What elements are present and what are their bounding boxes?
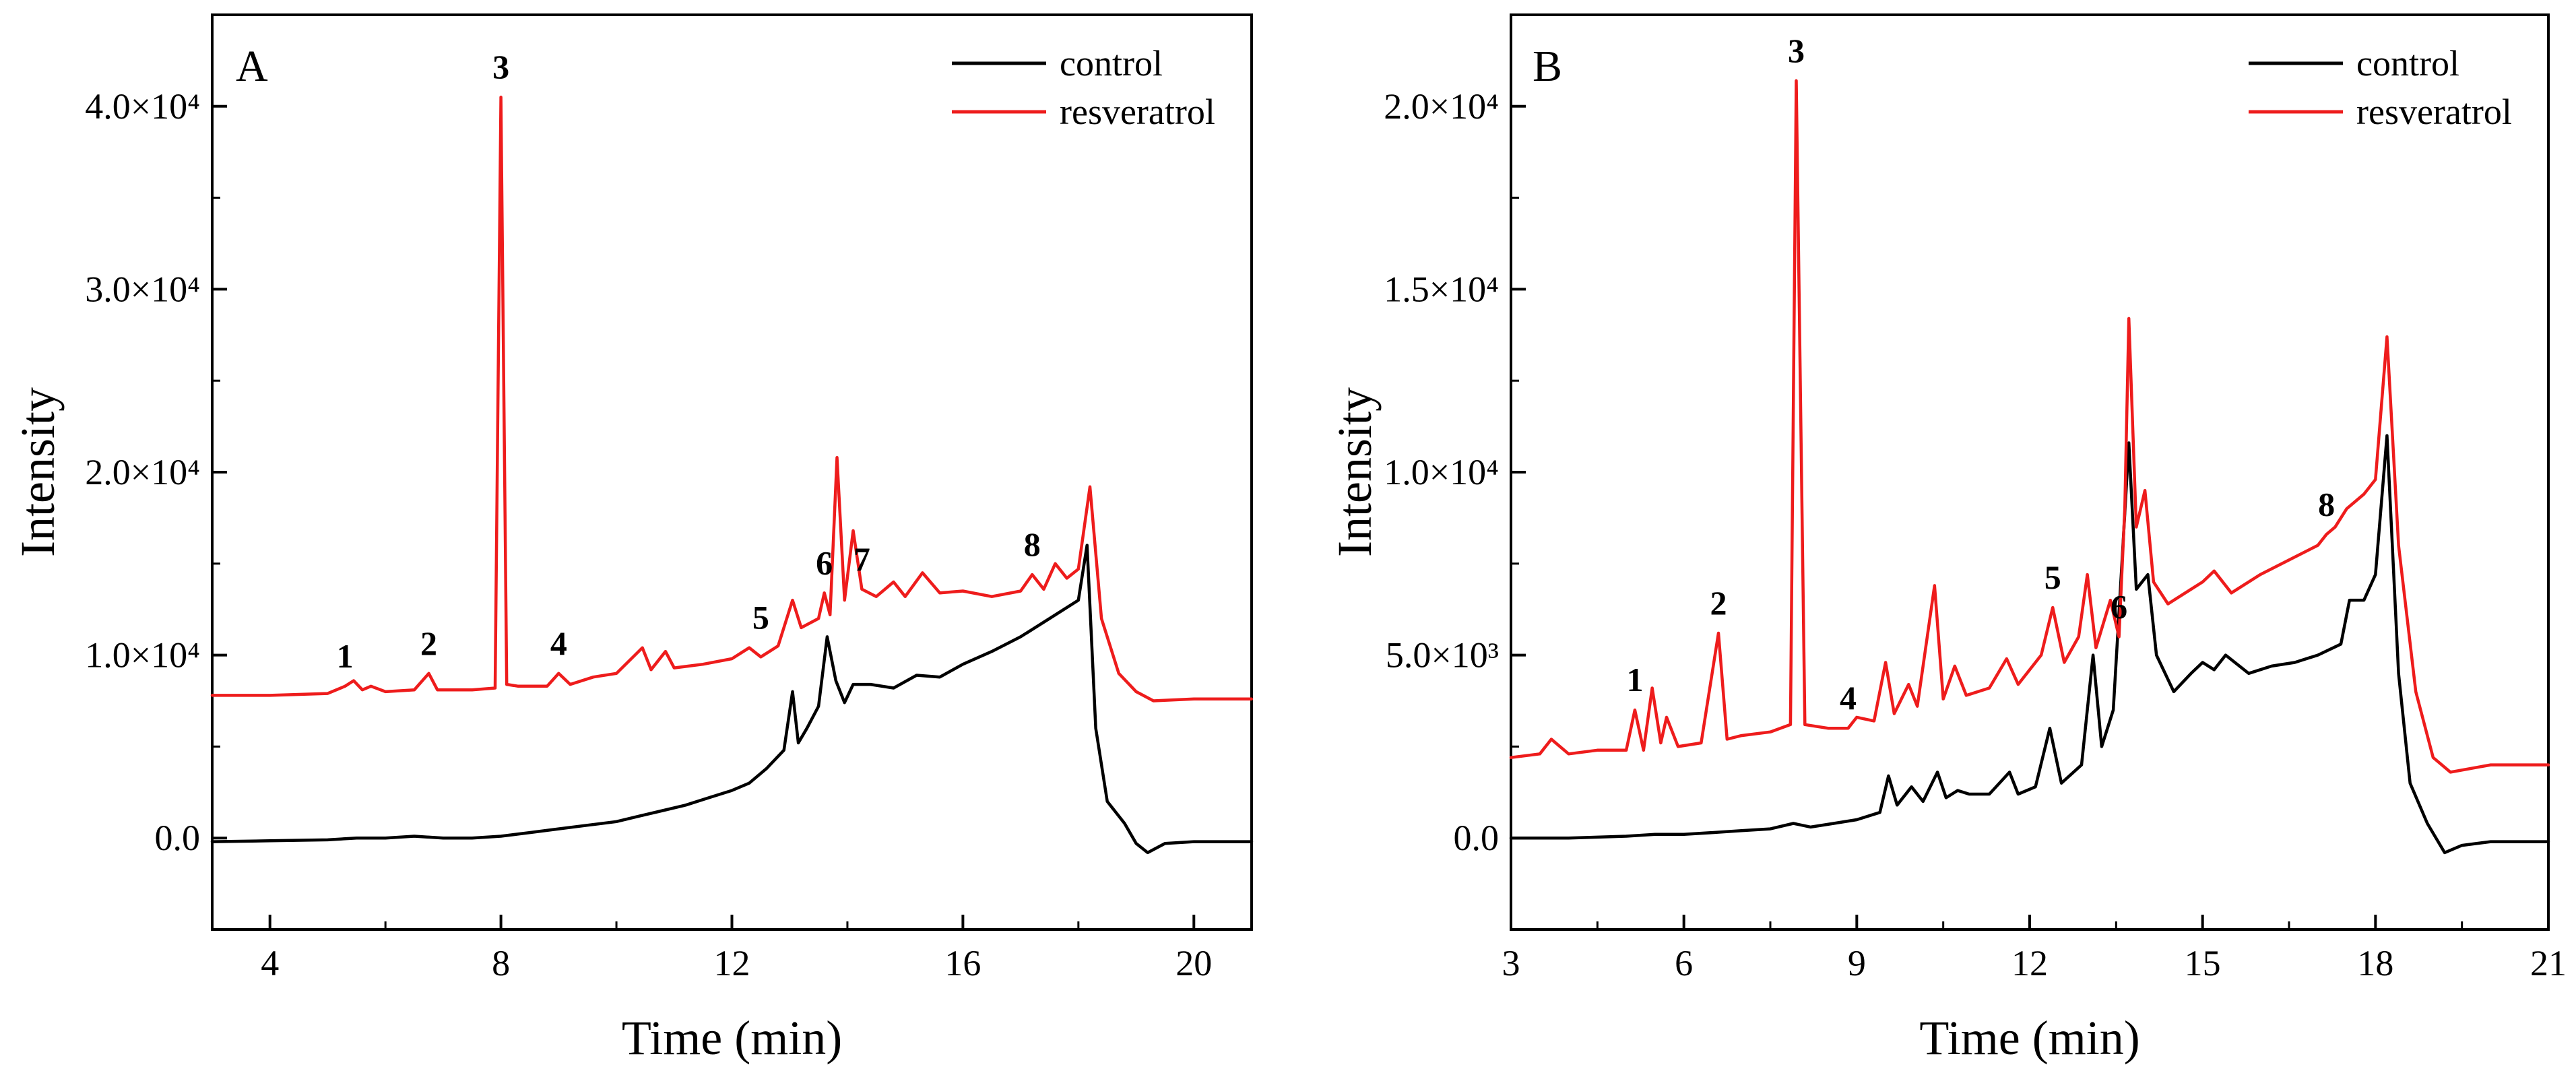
y-tick-label: 1.5×10⁴: [1384, 269, 1499, 309]
legend-label-control: control: [1060, 43, 1163, 84]
x-tick-label: 21: [2530, 943, 2567, 983]
plot-frame: [211, 13, 1253, 931]
panel-label: B: [1533, 42, 1562, 91]
y-tick-label: 0.0: [155, 818, 201, 858]
peak-label: 4: [550, 624, 567, 662]
y-tick-label: 2.0×10⁴: [1384, 86, 1499, 127]
peak-label: 5: [2044, 558, 2061, 596]
x-tick-label: 20: [1176, 943, 1212, 983]
y-tick-label: 2.0×10⁴: [85, 452, 200, 492]
y-tick-label: 1.0×10⁴: [1384, 452, 1499, 492]
peak-label: 3: [492, 48, 509, 86]
x-tick-label: 12: [714, 943, 750, 983]
x-axis-title: Time (min): [622, 1011, 842, 1065]
x-tick-label: 8: [492, 943, 510, 983]
peak-label: 4: [1840, 679, 1857, 717]
y-axis-title: Intensity: [11, 387, 65, 557]
legend-label-resveratrol: resveratrol: [2356, 92, 2512, 132]
y-tick-label: 1.0×10⁴: [85, 635, 200, 676]
peak-label: 1: [1626, 661, 1643, 698]
peak-label: 6: [816, 544, 833, 581]
peak-label: 6: [2111, 587, 2127, 625]
legend-label-control: control: [2356, 43, 2459, 84]
x-tick-label: 12: [2011, 943, 2048, 983]
plot-frame: [1510, 13, 2550, 931]
series-line-resveratrol: [1509, 79, 2550, 774]
x-tick-label: 6: [1675, 943, 1693, 983]
x-tick-label: 18: [2357, 943, 2393, 983]
series-line-control: [1509, 434, 2550, 855]
peak-label: 7: [854, 540, 870, 578]
peak-label: 1: [337, 637, 354, 675]
y-tick-label: 0.0: [1454, 818, 1500, 858]
peak-label: 5: [752, 599, 769, 637]
x-axis-title: Time (min): [1919, 1011, 2139, 1065]
y-tick-label: 3.0×10⁴: [85, 269, 200, 309]
peak-label: 2: [420, 624, 437, 662]
peak-label: 2: [1710, 584, 1727, 622]
x-tick-label: 3: [1502, 943, 1520, 983]
chart-panel-a: 4 8 12 16 200.01.0×10⁴2.0×10⁴3.0×10⁴4.0×10⁴T…: [11, 13, 1254, 1065]
x-tick-label: 4: [261, 943, 279, 983]
x-tick-label: 15: [2185, 943, 2221, 983]
x-tick-label: 9: [1848, 943, 1866, 983]
legend-label-resveratrol: resveratrol: [1060, 92, 1215, 132]
y-tick-label: 5.0×10³: [1386, 635, 1499, 676]
chart-panel-b: 3 6 9 12 15 18 210.05.0×10³1.0×10⁴1.5×10⁴2.0×1…: [1328, 13, 2567, 1065]
y-tick-label: 4.0×10⁴: [85, 86, 200, 127]
peak-label: 8: [1024, 525, 1041, 563]
y-axis-title: Intensity: [1328, 387, 1382, 557]
peak-label: 3: [1788, 32, 1805, 69]
x-tick-label: 16: [944, 943, 981, 983]
panel-label: A: [236, 42, 268, 91]
series-line-control: [210, 544, 1254, 855]
peak-label: 8: [2318, 485, 2335, 523]
series-line-resveratrol: [210, 95, 1254, 703]
